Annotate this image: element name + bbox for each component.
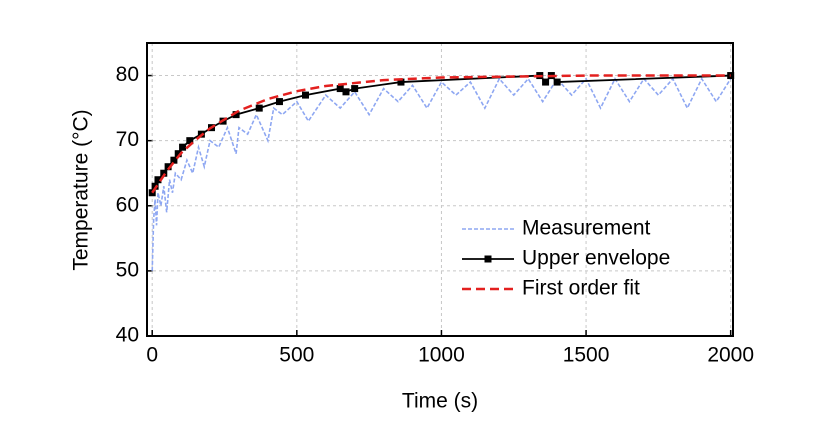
plot-frame — [146, 42, 734, 337]
marker — [351, 85, 359, 93]
legend-label: Upper envelope — [522, 247, 670, 270]
y-axis-label: Temperature (°C) — [70, 109, 93, 270]
y-tick-label: 80 — [116, 63, 139, 86]
marker — [275, 98, 283, 106]
legend-label: Measurement — [522, 217, 651, 240]
y-tick-label: 40 — [116, 324, 139, 347]
x-tick-label: 2000 — [707, 344, 754, 367]
legend-label: First order fit — [522, 277, 640, 300]
y-tick-label: 70 — [116, 128, 139, 151]
x-tick-label: 500 — [279, 344, 314, 367]
marker — [154, 176, 162, 184]
y-tick-label: 50 — [116, 258, 139, 281]
marker — [553, 78, 561, 86]
y-tick-label: 60 — [116, 193, 139, 216]
marker — [174, 150, 182, 158]
marker — [336, 85, 344, 93]
marker — [164, 163, 172, 171]
marker — [186, 137, 194, 145]
series-line — [151, 77, 732, 271]
marker — [542, 78, 550, 86]
series-line — [151, 74, 731, 194]
marker — [342, 88, 350, 96]
x-tick-label: 1000 — [418, 344, 465, 367]
x-tick-label: 1500 — [563, 344, 610, 367]
marker — [255, 104, 263, 112]
x-axis-label: Time (s) — [402, 390, 478, 413]
marker — [170, 156, 178, 164]
marker — [232, 111, 240, 119]
legend-marker — [484, 255, 492, 263]
x-tick-label: 0 — [146, 344, 158, 367]
marker — [302, 91, 310, 99]
marker — [397, 78, 405, 86]
marker — [160, 169, 168, 177]
marker — [179, 143, 187, 151]
